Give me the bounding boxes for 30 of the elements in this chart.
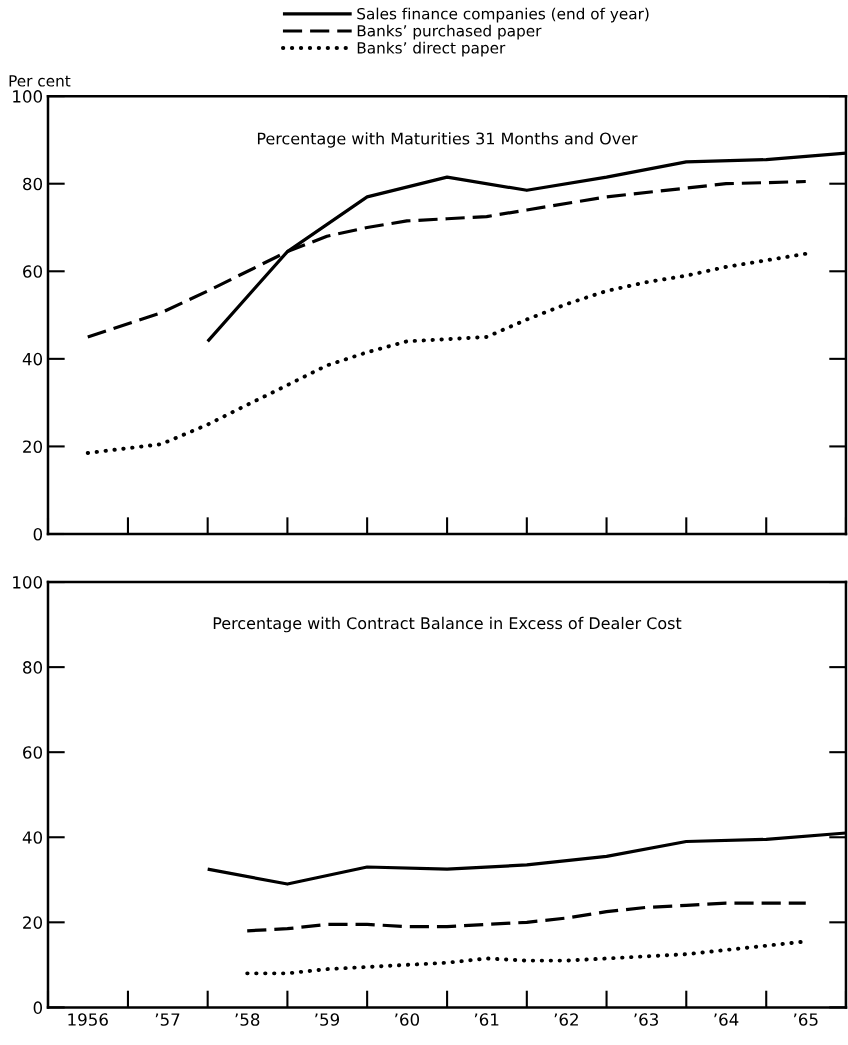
y-tick-label: 80: [23, 661, 43, 674]
x-tick-label: 1956: [68, 1013, 108, 1026]
line-series: [85, 251, 808, 455]
line-series: [245, 901, 808, 933]
x-tick-label: ’64: [714, 1013, 739, 1026]
y-tick-label: 20: [23, 916, 43, 929]
x-tick-label: ’57: [155, 1013, 180, 1026]
x-tick-label: ’61: [474, 1013, 499, 1026]
legend-label: Banks’ purchased paper: [357, 24, 542, 40]
y-tick-label: 80: [23, 177, 43, 191]
legend-label: Banks’ direct paper: [357, 41, 506, 57]
y-tick-label: 20: [23, 440, 43, 453]
text: Percentage with Contract Balance in Excess of Dealer Cost: [213, 616, 682, 633]
x-tick-label: ’63: [634, 1013, 659, 1026]
x-tick-label: ’60: [395, 1013, 420, 1026]
text: Percentage with Maturities 31 Months and Over: [257, 132, 638, 148]
y-tick-label: 0: [33, 527, 43, 541]
legend-label: Sales finance companies (end of year): [357, 7, 649, 23]
x-tick-label: ’59: [315, 1013, 340, 1026]
y-tick-label: 40: [22, 831, 43, 844]
y-axis-title: Per cent: [9, 75, 71, 87]
y-tick-label: 40: [22, 352, 43, 366]
x-tick-label: ’62: [554, 1013, 578, 1026]
y-tick-label: 60: [23, 746, 43, 759]
y-tick-label: 100: [13, 90, 43, 103]
y-tick-label: 100: [13, 576, 43, 589]
x-tick-label: ’58: [235, 1013, 260, 1026]
y-tick-label: 60: [23, 265, 43, 278]
y-tick-label: 0: [33, 1001, 43, 1014]
x-tick-label: ’65: [793, 1013, 818, 1026]
